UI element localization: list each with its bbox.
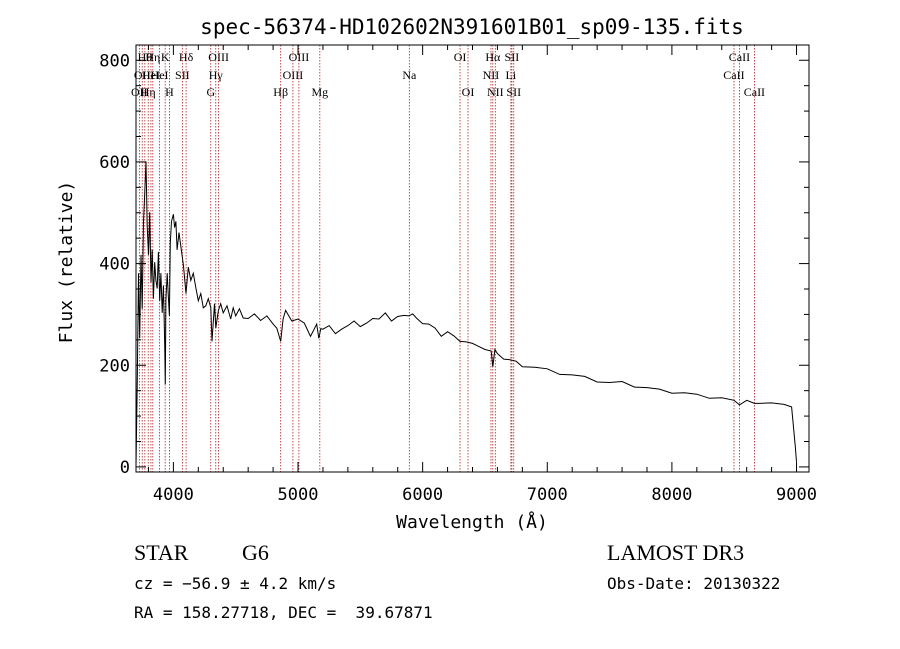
y-axis-label: Flux (relative): [56, 181, 77, 344]
x-axis-label: Wavelength (Å): [396, 511, 548, 533]
spectral-line-label-25: SII: [505, 50, 520, 64]
y-tick-label-200: 200: [99, 356, 130, 376]
spectral-line-label-4: HeI: [142, 68, 160, 82]
spectral-line-label-6: HeI: [151, 68, 169, 82]
y-tick-label-600: 600: [99, 153, 130, 173]
spectral-line-label-11: G: [206, 85, 215, 99]
coordinates-readout: RA = 158.27718, DEC = 39.67871: [134, 603, 433, 622]
spectral-line-label-7: K: [161, 50, 170, 64]
spectral-line-labels: OIIOIIHθHηHeIHηHeIKHSIIHδGHγOIIIHβOIIIOI…: [131, 50, 765, 99]
spectral-line-label-1: OII: [134, 68, 151, 82]
subclass-label: G6: [242, 540, 269, 565]
axis-ticks: 4000 5000 6000 7000 8000 9000 0 200 400 600 800: [99, 45, 817, 505]
spectral-line-label-17: Mg: [311, 85, 328, 99]
spectral-line-label-27: CaII: [723, 68, 744, 82]
spectral-line-label-29: CaII: [744, 85, 765, 99]
spectral-line-label-22: Hα: [485, 50, 501, 64]
spectral-line-label-19: OI: [454, 50, 467, 64]
spectral-line-label-13: OIII: [208, 50, 229, 64]
x-tick-label-6000: 6000: [402, 485, 443, 505]
spectral-line-label-24: Li: [506, 68, 517, 82]
chart-title: spec-56374-HD102602N391601B01_sp09-135.f…: [200, 15, 744, 39]
spectral-line-label-3: Hη: [141, 85, 156, 99]
spectral-line-label-0: OII: [131, 85, 148, 99]
observation-date: Obs-Date: 20130322: [607, 574, 781, 593]
x-tick-label-5000: 5000: [278, 485, 319, 505]
x-tick-label-7000: 7000: [527, 485, 568, 505]
y-tick-label-0: 0: [120, 458, 130, 478]
x-tick-label-4000: 4000: [153, 485, 194, 505]
spectral-line-label-21: NII: [483, 68, 500, 82]
y-tick-label-800: 800: [99, 51, 130, 71]
spectral-line-label-26: SII: [506, 85, 521, 99]
spectral-lines: [138, 45, 755, 472]
spectral-line-label-10: Hδ: [179, 50, 194, 64]
x-tick-label-8000: 8000: [651, 485, 692, 505]
redshift-readout: cz = −56.9 ± 4.2 km/s: [134, 574, 337, 593]
spectral-line-label-9: SII: [175, 68, 190, 82]
y-tick-label-400: 400: [99, 255, 130, 275]
survey-label: LAMOST DR3: [607, 540, 745, 565]
plot-frame: [135, 44, 810, 473]
spectral-line-label-12: Hγ: [209, 68, 224, 82]
spectral-line-label-8: H: [165, 85, 174, 99]
spectral-line-label-14: Hβ: [273, 85, 288, 99]
spectrum-series-line: [135, 161, 797, 467]
spectral-line-label-15: OIII: [283, 68, 304, 82]
class-label: STAR: [134, 540, 189, 565]
spectral-line-label-28: CaII: [729, 50, 750, 64]
spectral-line-label-23: NII: [487, 85, 504, 99]
spectral-line-label-18: Na: [402, 68, 417, 82]
spectral-line-label-16: OIII: [289, 50, 310, 64]
spectral-line-label-5: Hη: [145, 50, 160, 64]
x-tick-label-9000: 9000: [776, 485, 817, 505]
spectral-line-label-20: OI: [462, 85, 475, 99]
